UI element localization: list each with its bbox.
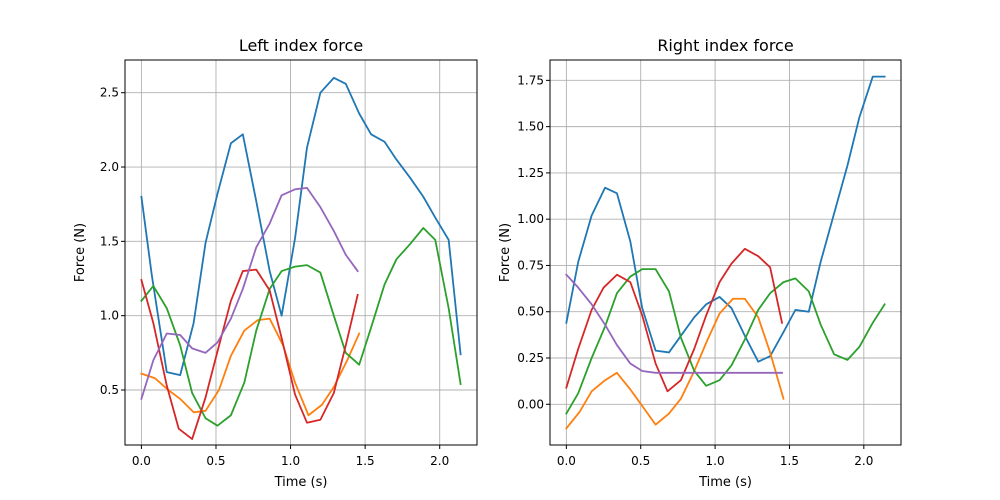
y-tick-label: 0.50 [517,305,544,319]
series-line-1 [140,76,462,377]
left-index-force-subplot: 0.0 0.5 1.0 1.5 2.0 0.5 1.0 1.5 2.0 2.5 Left index… [73,36,478,490]
x-tick-label: 1.5 [780,454,799,468]
x-tick-label: 0.0 [557,454,576,468]
y-tick-label: 1.00 [517,212,544,226]
series-line-4 [140,268,359,440]
y-tick-label: 1.50 [517,120,544,134]
axes-frame [549,59,902,446]
y-tick-label: 0.75 [517,258,544,272]
x-axis-label: Time (s) [274,475,328,490]
x-tick-label: 0.5 [206,454,225,468]
x-axis-label: Time (s) [698,475,752,490]
series-line-4 [565,247,784,393]
x-tick-label: 1.5 [356,454,375,468]
y-tick-label: 1.25 [517,166,544,180]
x-tick-label: 0.0 [132,454,151,468]
y-tick-label: 2.0 [100,160,119,174]
y-tick-label: 0.00 [517,397,544,411]
y-tick-label: 0.25 [517,351,544,365]
series-line-5 [140,186,359,401]
y-tick-label: 1.5 [100,234,119,248]
x-tick-label: 0.5 [631,454,650,468]
y-tick-label: 0.5 [100,383,119,397]
series-line-1 [565,75,886,363]
series-line-2 [565,297,785,430]
series-line-2 [140,317,361,417]
x-tick-label: 2.0 [854,454,873,468]
x-tick-label: 1.0 [281,454,300,468]
y-tick-label: 1.75 [517,73,544,87]
chart-title: Left index force [239,36,363,55]
y-tick-label: 2.5 [100,86,119,100]
x-tick-label: 2.0 [430,454,449,468]
series-line-3 [140,227,462,427]
y-tick-label: 1.0 [100,309,119,323]
axes-frame [124,59,478,446]
right-index-force-subplot: 0.0 0.5 1.0 1.5 2.0 0.00 0.25 0.50 0.75 1.00 1.25 1… [498,36,902,490]
x-tick-label: 1.0 [706,454,725,468]
y-axis-label: Force (N) [73,223,88,282]
chart-title: Right index force [657,36,793,55]
series-line-5 [565,273,783,374]
y-axis-label: Force (N) [498,223,513,282]
